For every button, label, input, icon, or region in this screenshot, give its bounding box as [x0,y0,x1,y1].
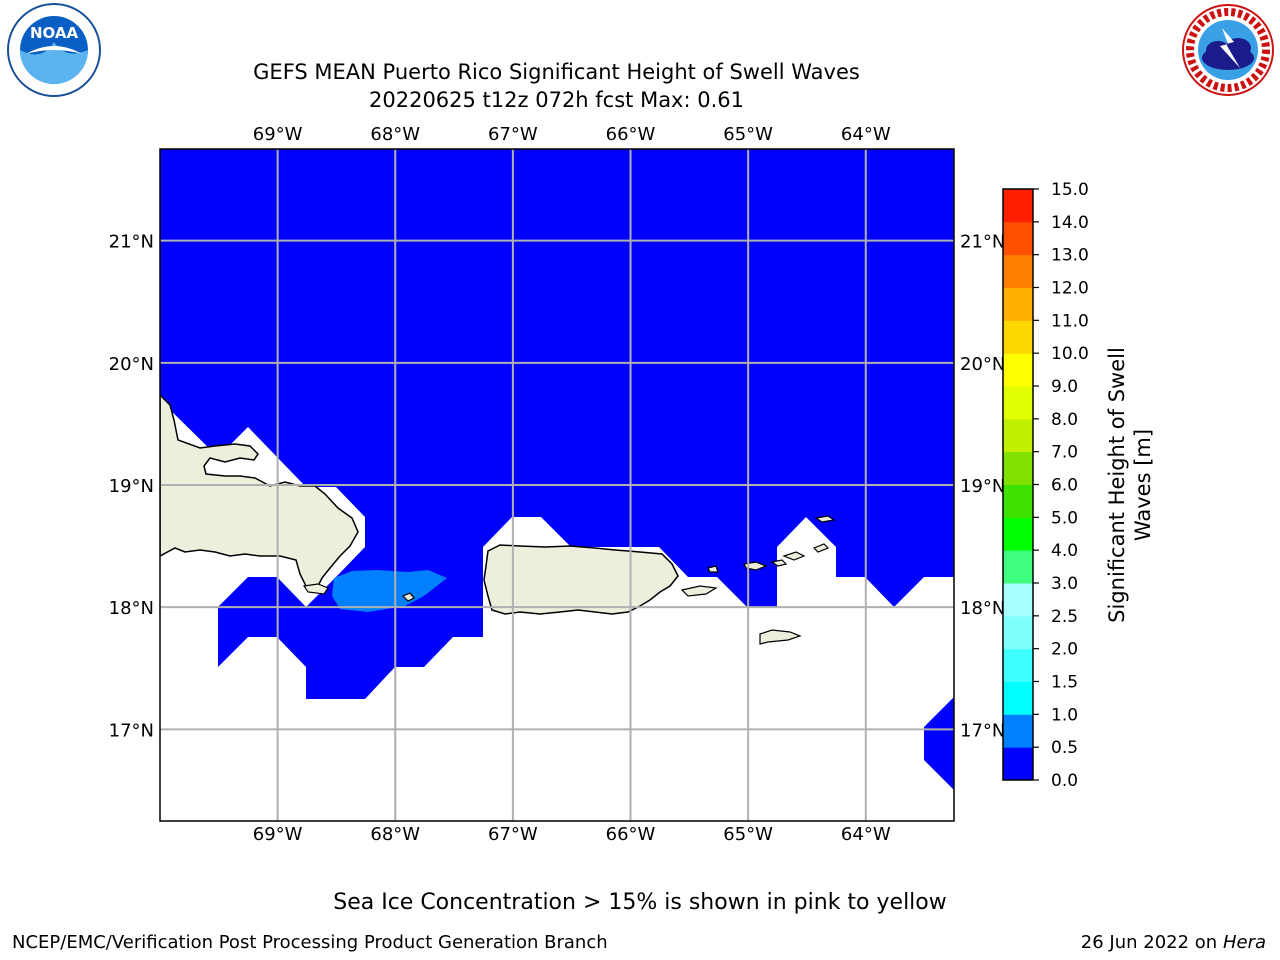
lon-tick-top: 69°W [253,124,303,145]
map-tick-labels: 69°W 69°W 68°W 68°W 67°W 67°W 66°W 66°W 65°W 65°W… [109,124,1006,845]
lon-tick-bottom: 64°W [841,824,891,845]
colorbar-tick-label: 0.5 [1051,738,1078,758]
lat-tick-left: 18°N [109,598,154,619]
noaa-logo: NOAA [6,2,102,102]
lon-tick-top: 68°W [370,124,420,145]
land-isla-saona [302,583,329,595]
credit-text: NCEP/EMC/Verification Post Processing Pr… [12,932,608,953]
swell-field-0.5-1.0 [332,570,447,612]
colorbar-swatch [1003,648,1033,682]
lat-tick-left: 20°N [109,354,154,375]
sea-ice-note: Sea Ice Concentration > 15% is shown in … [333,890,947,915]
colorbar-tick-label: 1.0 [1051,705,1078,725]
colorbar-tick-label: 1.5 [1051,673,1078,693]
lon-tick-bottom: 65°W [723,824,773,845]
lat-tick-right: 18°N [960,598,1005,619]
colorbar-tick-label: 6.0 [1051,476,1078,496]
lat-tick-right: 19°N [960,476,1005,497]
colorbar-swatch [1003,386,1033,420]
lat-tick-left: 21°N [109,232,154,253]
land-st-croix [759,629,802,645]
lon-tick-top: 64°W [841,124,891,145]
lon-tick-top: 65°W [723,124,773,145]
colorbar-swatch [1003,189,1033,223]
colorbar-tick-label: 2.5 [1051,607,1078,627]
colorbar-tick-label: 3.0 [1051,574,1078,594]
nws-logo [1180,2,1276,102]
colorbar-tick-label: 12.0 [1051,279,1089,299]
date-value: 26 Jun 2022 on [1080,932,1218,953]
lat-tick-right: 21°N [960,232,1005,253]
map-plot-area [160,149,954,821]
colorbar-swatch [1003,583,1033,617]
colorbar-label: Significant Height of Swell [1105,347,1129,623]
land-virgin-gorda [812,543,830,553]
colorbar-swatch [1003,747,1033,781]
colorbar-swatch [1003,418,1033,453]
map-subtitle: 20220625 t12z 072h fcst Max: 0.61 [369,88,744,112]
land-anegada [814,515,836,523]
land-culebra [707,565,719,573]
host-name: Hera [1222,932,1266,953]
colorbar-swatch [1003,484,1033,518]
noaa-logo-text: NOAA [30,24,79,42]
colorbar-swatch [1003,615,1033,650]
map-title: GEFS MEAN Puerto Rico Significant Height… [253,60,860,84]
colorbar: 0.0 0.5 1.0 1.5 2.0 2.5 3.0 4.0 5.0 6.0 7.0 8.0 9.0 1… [1002,180,1155,791]
colorbar-swatch [1003,254,1033,288]
land-tortola [782,551,806,561]
land-puerto-rico [483,544,679,615]
lon-tick-bottom: 66°W [606,824,656,845]
lon-tick-bottom: 68°W [370,824,420,845]
colorbar-tick-label: 8.0 [1051,410,1078,430]
map-frame [159,148,955,822]
colorbar-tick-label: 9.0 [1051,377,1078,397]
lon-tick-bottom: 69°W [253,824,303,845]
lon-tick-top: 66°W [606,124,656,145]
colorbar-swatch [1003,714,1033,748]
colorbar-tick-label: 13.0 [1051,246,1089,266]
colorbar-swatch [1003,320,1033,354]
colorbar-swatch [1003,221,1033,256]
colorbar-tick-label: 7.0 [1051,443,1078,463]
swell-field-patch-se [924,697,954,790]
land-st-john [770,559,788,567]
colorbar-tick-label: 0.0 [1051,771,1078,791]
colorbar-tick-label: 11.0 [1051,311,1089,331]
colorbar-tick-label: 5.0 [1051,508,1078,528]
colorbar-tick-label: 15.0 [1051,180,1089,200]
lat-tick-left: 17°N [109,720,154,741]
colorbar-tick-label: 4.0 [1051,541,1078,561]
date-text: 26 Jun 2022 on Hera [1081,932,1266,953]
colorbar-swatch [1003,517,1033,551]
lat-tick-right: 20°N [960,354,1005,375]
land-hispaniola [160,393,359,587]
colorbar-label: Waves [m] [1131,429,1155,541]
lat-tick-right: 17°N [960,720,1005,741]
land-mona [401,592,415,602]
colorbar-tick-label: 2.0 [1051,640,1078,660]
lon-tick-top: 67°W [488,124,538,145]
colorbar-swatch [1003,550,1033,584]
lon-tick-bottom: 67°W [488,824,538,845]
gridlines [160,149,954,821]
colorbar-swatch [1003,681,1033,715]
colorbar-swatch [1003,451,1033,485]
colorbar-tick-label: 14.0 [1051,213,1089,233]
land-vieques [680,585,718,597]
colorbar-tick-label: 10.0 [1051,344,1089,364]
lat-tick-left: 19°N [109,476,154,497]
colorbar-swatch [1003,287,1033,321]
land-st-thomas [743,561,768,571]
colorbar-swatch [1003,353,1033,387]
